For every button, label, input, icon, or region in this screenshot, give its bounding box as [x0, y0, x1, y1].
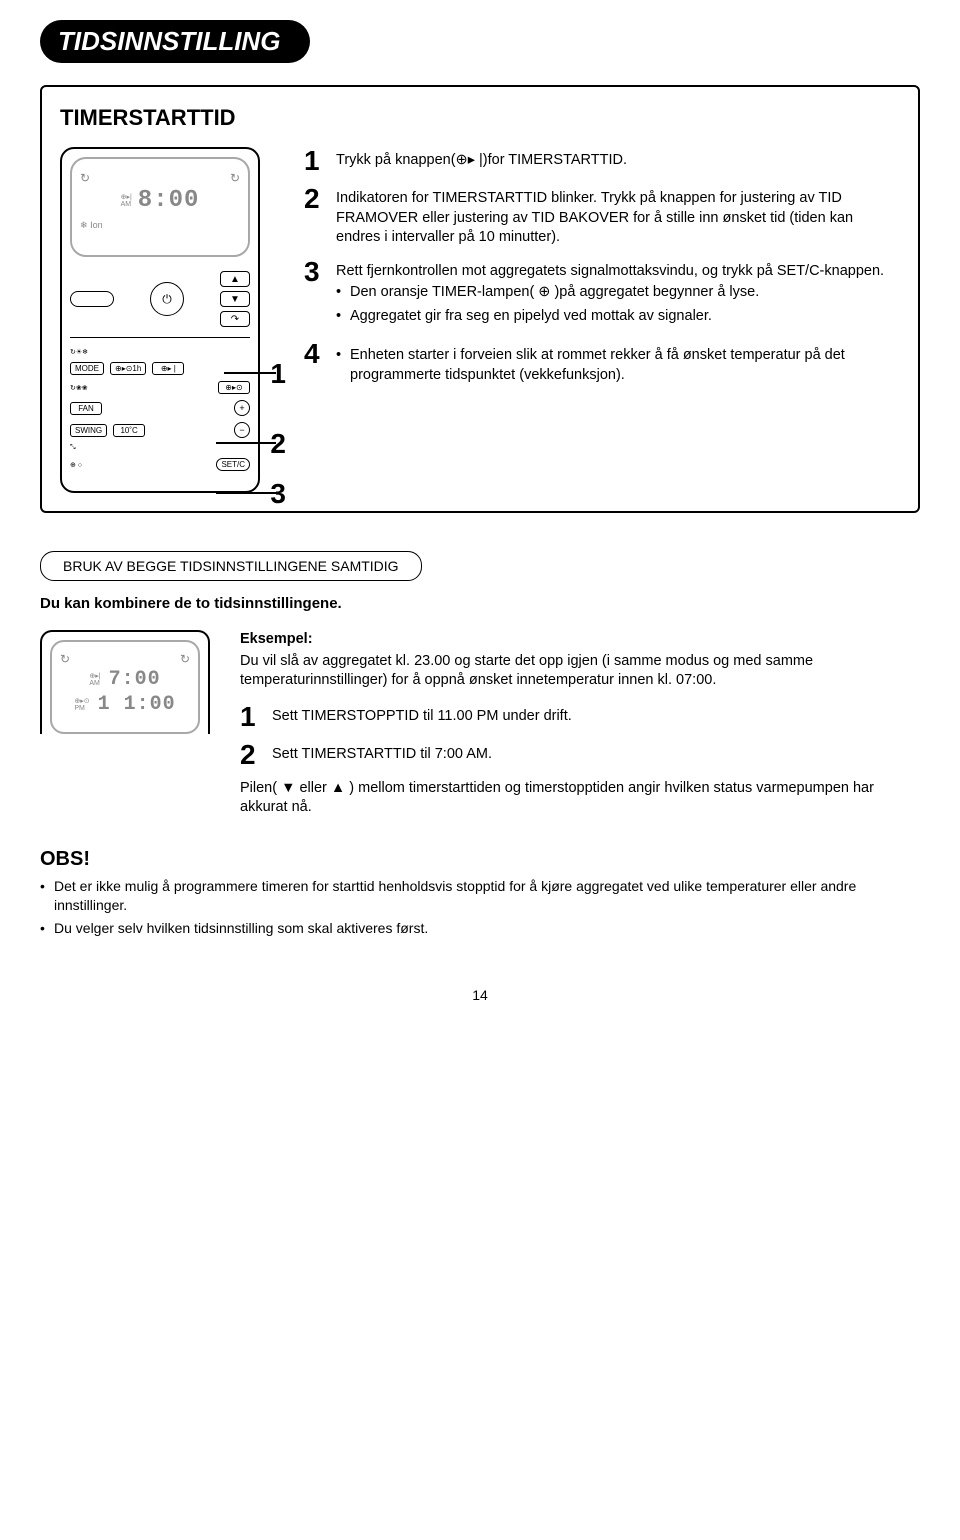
step-number: 2	[304, 185, 326, 213]
obs-item: Det er ikke mulig å programmere timeren …	[40, 877, 920, 915]
fan-icons: ↻❀❀	[70, 384, 88, 392]
step-number: 4	[304, 340, 326, 368]
page-number: 14	[40, 987, 920, 1003]
swing-icon: ⤡	[70, 444, 76, 452]
example-block: ↻ ↻ ⊕▸| AM 7:00 ⊕▸⊙ PM 1 1:00 Eksempel:	[40, 630, 920, 818]
step-2: 2 Indikatoren for TIMERSTARTTID blinker.…	[304, 185, 900, 248]
ion-icon: ❄	[80, 220, 88, 230]
curve-button[interactable]: ↷	[220, 311, 250, 327]
pm-label: PM	[74, 705, 89, 712]
obs-title: OBS!	[40, 848, 920, 871]
clock-icon: ⊕▸⊙	[115, 364, 132, 373]
step-text: Trykk på knappen(⊕▸ |)for TIMERSTARTTID.	[336, 147, 627, 171]
step-text: Rett fjernkontrollen mot aggregatets sig…	[336, 258, 884, 331]
side-marker-2: 2	[270, 428, 286, 460]
fan-button[interactable]: FAN	[70, 402, 102, 415]
set-c-button[interactable]: SET/C	[216, 458, 250, 471]
timer-box: TIMERSTARTTID ↻ ↻ ⊕▸| AM 8:00	[40, 85, 920, 513]
timer-stop-button[interactable]: ⊕▸⊙	[218, 381, 250, 394]
step-number: 2	[240, 741, 262, 769]
step-number: 3	[304, 258, 326, 286]
obs-section: OBS! Det er ikke mulig å programmere tim…	[40, 848, 920, 938]
down-button[interactable]: ▼	[220, 291, 250, 307]
minus-button[interactable]: −	[234, 422, 250, 438]
step-3: 3 Rett fjernkontrollen mot aggregatets s…	[304, 258, 900, 331]
step-text: Indikatoren for TIMERSTARTTID blinker. T…	[336, 185, 900, 248]
step-bullet: Enheten starter i forveien slik at romme…	[336, 346, 900, 385]
step-4: 4 Enheten starter i forveien slik at rom…	[304, 340, 900, 389]
clock-indicators: ⊕ ○	[70, 461, 82, 469]
power-button[interactable]: ⏻	[150, 282, 184, 316]
lcd-time-1: 7:00	[109, 668, 161, 691]
example-step-2: 2 Sett TIMERSTARTTID til 7:00 AM.	[240, 741, 920, 769]
step-text: Sett TIMERSTARTTID til 7:00 AM.	[272, 741, 492, 765]
lcd-time-2: 1 1:00	[98, 693, 176, 716]
plus-button[interactable]: +	[234, 400, 250, 416]
step-number: 1	[304, 147, 326, 175]
step-1: 1 Trykk på knappen(⊕▸ |)for TIMERSTARTTI…	[304, 147, 900, 175]
mode-button[interactable]: MODE	[70, 362, 104, 375]
timer-start-button[interactable]: ⊕▸ |	[152, 362, 184, 375]
example-intro: Du vil slå av aggregatet kl. 23.00 og st…	[240, 652, 920, 691]
refresh-icon: ↻	[230, 171, 240, 185]
example-heading: Eksempel:	[240, 630, 920, 650]
clock-icon: ⊕▸⊙	[74, 698, 89, 705]
step-text: Enheten starter i forveien slik at romme…	[336, 340, 900, 389]
mini-remote: ↻ ↻ ⊕▸| AM 7:00 ⊕▸⊙ PM 1 1:00	[40, 630, 210, 734]
swing-button[interactable]: SWING	[70, 424, 107, 437]
mode-icons: ↻☀❄	[70, 348, 88, 356]
remote-column: ↻ ↻ ⊕▸| AM 8:00 ❄ Ion	[60, 147, 260, 493]
box-title: TIMERSTARTTID	[60, 105, 900, 131]
step-bullet: Aggregatet gir fra seg en pipelyd ved mo…	[336, 307, 884, 327]
step-text: Sett TIMERSTOPPTID til 11.00 PM under dr…	[272, 703, 572, 727]
up-button[interactable]: ▲	[220, 271, 250, 287]
step-bullet: Den oransje TIMER-lampen( ⊕ )på aggregat…	[336, 283, 884, 303]
example-text: Eksempel: Du vil slå av aggregatet kl. 2…	[240, 630, 920, 818]
refresh-icon: ↻	[60, 652, 70, 666]
steps-column: 1 Trykk på knappen(⊕▸ |)for TIMERSTARTTI…	[304, 147, 900, 400]
blank-button[interactable]	[70, 291, 114, 307]
remote-lcd: ↻ ↻ ⊕▸| AM 8:00 ❄ Ion	[70, 157, 250, 257]
am-label: AM	[121, 201, 132, 208]
clock-icon: ⊕▸|	[89, 673, 100, 680]
refresh-icon: ↻	[80, 171, 90, 185]
example-step-1: 1 Sett TIMERSTOPPTID til 11.00 PM under …	[240, 703, 920, 731]
refresh-icon: ↻	[180, 652, 190, 666]
obs-item: Du velger selv hvilken tidsinnstilling s…	[40, 919, 920, 938]
lcd-time: 8:00	[138, 187, 200, 214]
ten-c-button[interactable]: 10˚C	[113, 424, 145, 437]
section-title: TIDSINNSTILLING	[40, 20, 310, 63]
arrow-note: Pilen( ▼ eller ▲ ) mellom timerstarttide…	[240, 779, 920, 818]
am-label: AM	[89, 680, 100, 687]
ion-label: ❄ Ion	[80, 220, 240, 231]
side-marker-3: 3	[270, 478, 286, 510]
one-hour-button[interactable]: ⊕▸⊙1h	[110, 362, 146, 375]
clock-icon: ⊕▸|	[121, 194, 132, 201]
subsection-pill: BRUK AV BEGGE TIDSINNSTILLINGENE SAMTIDI…	[40, 551, 422, 581]
mini-lcd: ↻ ↻ ⊕▸| AM 7:00 ⊕▸⊙ PM 1 1:00	[50, 640, 200, 734]
step-number: 1	[240, 703, 262, 731]
remote-control: ↻ ↻ ⊕▸| AM 8:00 ❄ Ion	[60, 147, 260, 493]
side-marker-1: 1	[270, 358, 286, 390]
combine-text: Du kan kombinere de to tidsinnstillingen…	[40, 595, 920, 612]
